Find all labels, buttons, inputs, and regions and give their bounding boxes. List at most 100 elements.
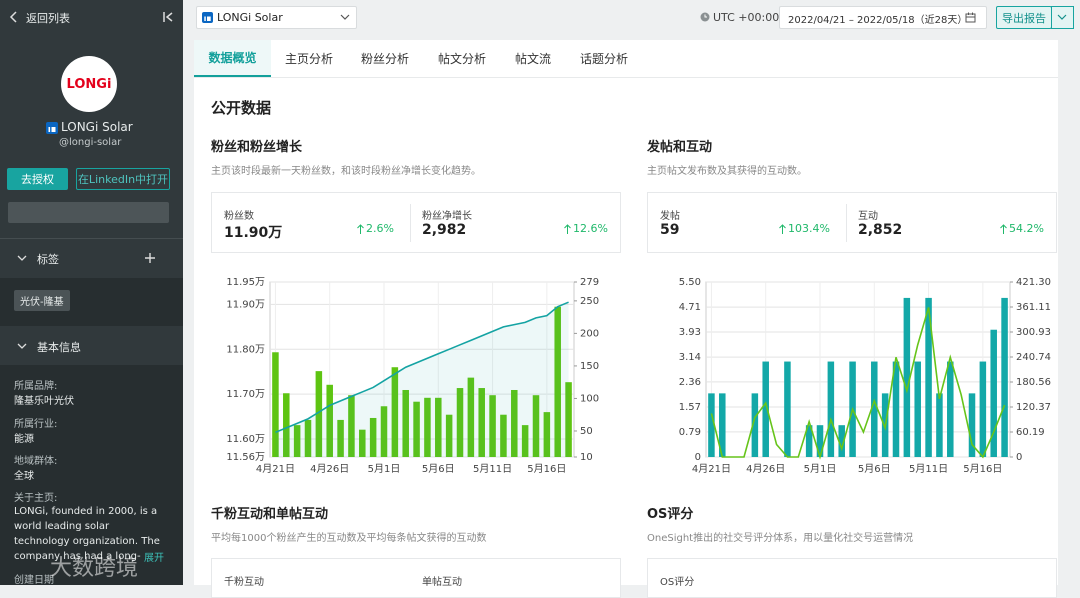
- bar: [435, 397, 442, 457]
- account-select[interactable]: [196, 6, 357, 29]
- bar: [402, 389, 409, 457]
- add-tag-icon[interactable]: [144, 252, 156, 264]
- y2-tick-label: 100: [580, 393, 599, 404]
- bar: [456, 388, 464, 457]
- chevron[interactable]: [17, 342, 27, 350]
- stat-change-text: 12.6%: [573, 222, 608, 235]
- expand-link[interactable]: 展开: [144, 553, 164, 564]
- x-tick-label: 4月26日: [310, 463, 349, 475]
- field-label: 地域群体:: [14, 456, 58, 467]
- date-picker[interactable]: [779, 6, 987, 29]
- chevron[interactable]: [17, 254, 27, 262]
- up-arrow: [564, 223, 571, 234]
- bar: [521, 425, 529, 457]
- back-icon[interactable]: [9, 11, 19, 23]
- divider: [0, 238, 183, 239]
- y2-tick-label: 10: [580, 452, 593, 463]
- main-panel: 数据概览 主页分析 粉丝分析 帖文分析 帖文流 话题分析 公开数据 粉丝和粉丝增…: [194, 40, 1058, 598]
- bar: [990, 329, 997, 457]
- field-value: 全球: [14, 471, 34, 482]
- stat-label: 粉丝净增长: [422, 211, 472, 222]
- back-link[interactable]: 返回列表: [26, 12, 70, 25]
- tag[interactable]: 光伏-隆基: [14, 290, 70, 311]
- y2-tick-label: 200: [580, 328, 599, 339]
- stat-label: 互动: [858, 211, 878, 222]
- panel-title: 千粉互动和单帖互动: [211, 507, 329, 522]
- account-select-text: LONGi Solar: [217, 11, 283, 24]
- tab[interactable]: 主页分析: [284, 52, 333, 66]
- y2-tick-label: 250: [580, 296, 599, 307]
- logo: LONGi: [61, 56, 117, 112]
- stat-change-text: 54.2%: [1009, 222, 1044, 235]
- y2-tick-label: 240.74: [1016, 352, 1051, 363]
- tab-divider: [194, 77, 1058, 78]
- x-tick-label: 4月26日: [746, 463, 785, 475]
- stats-divider: [410, 204, 411, 242]
- y-tick-label: 11.70万: [226, 389, 265, 400]
- x-tick-label: 5月1日: [804, 463, 837, 475]
- stat-change: 2.6%: [357, 222, 394, 235]
- y-tick-label: 3.14: [679, 352, 701, 363]
- info-area: [0, 365, 183, 585]
- stat-label: 单帖互动: [422, 577, 462, 588]
- dropdown-icon[interactable]: [340, 13, 350, 21]
- bar: [925, 297, 932, 457]
- stats-box: [647, 558, 1057, 598]
- tab[interactable]: 粉丝分析: [360, 52, 409, 66]
- watermark: 大数跨境: [50, 556, 139, 581]
- line: [275, 301, 569, 434]
- bar: [979, 361, 987, 457]
- calendar-icon: [965, 12, 976, 23]
- y-tick-label: 0.79: [679, 427, 701, 438]
- bar: [968, 393, 976, 457]
- x-tick-label: 5月1日: [368, 463, 401, 475]
- search-input[interactable]: [8, 202, 169, 223]
- bar: [511, 389, 518, 457]
- bar: [283, 393, 290, 457]
- panel-title: 发帖和互动: [647, 140, 713, 155]
- stat-value: 2,982: [422, 222, 467, 238]
- bar: [805, 425, 813, 457]
- bar: [293, 425, 301, 457]
- y-tick-label: 3.93: [679, 327, 701, 338]
- collapse-icon[interactable]: [162, 11, 174, 23]
- bar: [315, 371, 323, 457]
- open-linkedin-button[interactable]: 在LinkedIn中打开: [76, 168, 170, 190]
- bar: [348, 395, 355, 457]
- panel-subtitle: OneSight推出的社交号评分体系，用以量化社交号运营情况: [647, 533, 914, 544]
- authorize-button[interactable]: 去授权: [7, 168, 68, 190]
- y2-tick-label: 180.56: [1016, 377, 1051, 388]
- posts-chart: 0 0.79 1.57 2.36 3.14 3.93 4.71 5.50 0 60.19 120.3…: [679, 277, 1051, 475]
- linkedin-icon: [46, 122, 58, 134]
- x-tick-label: 5月16日: [963, 463, 1002, 475]
- clock-icon: [700, 12, 710, 22]
- bar: [380, 406, 388, 457]
- export-menu[interactable]: [1051, 6, 1074, 29]
- x-tick-label: 5月6日: [422, 463, 455, 475]
- bar: [445, 414, 453, 457]
- bar: [304, 419, 312, 457]
- bar: [500, 414, 507, 457]
- stats-box: [211, 558, 621, 598]
- y2-tick-label: 300.93: [1016, 327, 1051, 338]
- tab[interactable]: 数据概览: [194, 40, 271, 77]
- export-button[interactable]: 导出报告: [996, 6, 1052, 29]
- bar: [816, 425, 824, 457]
- timezone: UTC +00:00: [713, 11, 780, 24]
- tab[interactable]: 话题分析: [579, 52, 628, 66]
- tab[interactable]: 帖文分析: [437, 52, 486, 66]
- stats-box: [211, 192, 621, 253]
- panel-title: 粉丝和粉丝增长: [211, 140, 303, 155]
- tags-title: 标签: [37, 253, 59, 266]
- dropdown-icon[interactable]: [1057, 13, 1067, 21]
- y-tick-label: 2.36: [679, 377, 701, 388]
- bar: [903, 297, 911, 457]
- bar: [751, 393, 759, 457]
- y2-tick-label: 0: [1016, 452, 1022, 463]
- x-tick-label: 5月6日: [858, 463, 891, 475]
- field-label: 所属品牌:: [14, 381, 58, 392]
- line: [710, 307, 1006, 460]
- stats-divider: [846, 204, 847, 242]
- bar: [543, 412, 551, 457]
- tab[interactable]: 帖文流: [514, 52, 551, 66]
